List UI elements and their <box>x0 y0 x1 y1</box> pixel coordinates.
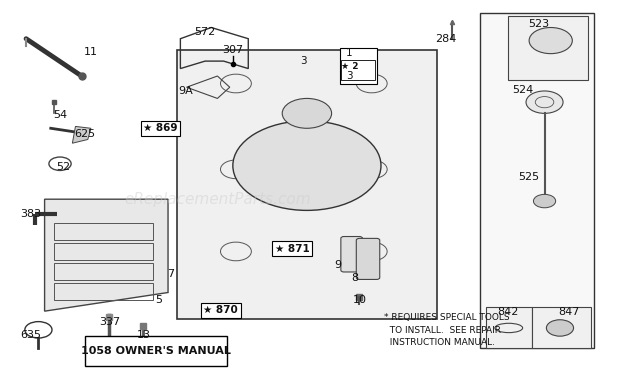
Bar <box>532 308 591 349</box>
Text: * REQUIRES SPECIAL TOOLS
  TO INSTALL.  SEE REPAIR
  INSTRUCTION MANUAL.: * REQUIRES SPECIAL TOOLS TO INSTALL. SEE… <box>384 313 510 347</box>
Bar <box>54 223 153 240</box>
Text: 3: 3 <box>301 56 307 66</box>
Text: 284: 284 <box>435 34 456 44</box>
Text: 8: 8 <box>352 273 358 283</box>
Text: 1058 OWNER'S MANUAL: 1058 OWNER'S MANUAL <box>81 346 231 356</box>
Text: 337: 337 <box>99 317 120 327</box>
Polygon shape <box>45 199 168 311</box>
Bar <box>342 61 375 80</box>
Text: 11: 11 <box>84 47 98 57</box>
Text: 54: 54 <box>53 110 67 120</box>
Circle shape <box>282 99 332 128</box>
Text: ★ 869: ★ 869 <box>143 123 178 133</box>
Bar <box>54 263 153 280</box>
Text: 842: 842 <box>497 307 518 317</box>
Text: 523: 523 <box>528 19 549 29</box>
Text: eReplacementParts.com: eReplacementParts.com <box>124 192 311 207</box>
Polygon shape <box>177 50 436 318</box>
Text: 307: 307 <box>223 45 244 55</box>
Circle shape <box>533 194 556 208</box>
Text: ★ 871: ★ 871 <box>275 244 309 253</box>
Circle shape <box>526 91 563 113</box>
Bar <box>486 308 532 349</box>
Text: 3: 3 <box>346 71 353 81</box>
FancyBboxPatch shape <box>356 238 379 279</box>
Bar <box>480 12 594 349</box>
Text: 7: 7 <box>167 269 175 279</box>
Text: 524: 524 <box>512 85 534 95</box>
Polygon shape <box>73 126 91 143</box>
Text: 9: 9 <box>334 259 342 270</box>
Text: 525: 525 <box>518 172 539 182</box>
Text: 572: 572 <box>195 27 216 37</box>
Circle shape <box>529 27 572 54</box>
Circle shape <box>546 320 574 336</box>
Bar <box>54 243 153 260</box>
Text: 383: 383 <box>20 209 42 219</box>
Bar <box>508 16 588 80</box>
Bar <box>340 48 377 84</box>
Text: 9A: 9A <box>178 86 193 96</box>
Text: 847: 847 <box>559 307 580 317</box>
Bar <box>54 283 153 300</box>
Text: 13: 13 <box>136 331 150 340</box>
Text: 52: 52 <box>56 162 70 173</box>
Text: 1: 1 <box>346 48 353 58</box>
Text: 635: 635 <box>20 331 42 340</box>
Text: 5: 5 <box>155 295 162 305</box>
Text: 625: 625 <box>74 129 95 139</box>
Circle shape <box>233 121 381 211</box>
Text: 10: 10 <box>352 295 366 305</box>
FancyBboxPatch shape <box>341 237 363 272</box>
Text: ★ 2: ★ 2 <box>341 62 358 71</box>
FancyBboxPatch shape <box>85 336 227 366</box>
Text: ★ 870: ★ 870 <box>203 305 238 315</box>
